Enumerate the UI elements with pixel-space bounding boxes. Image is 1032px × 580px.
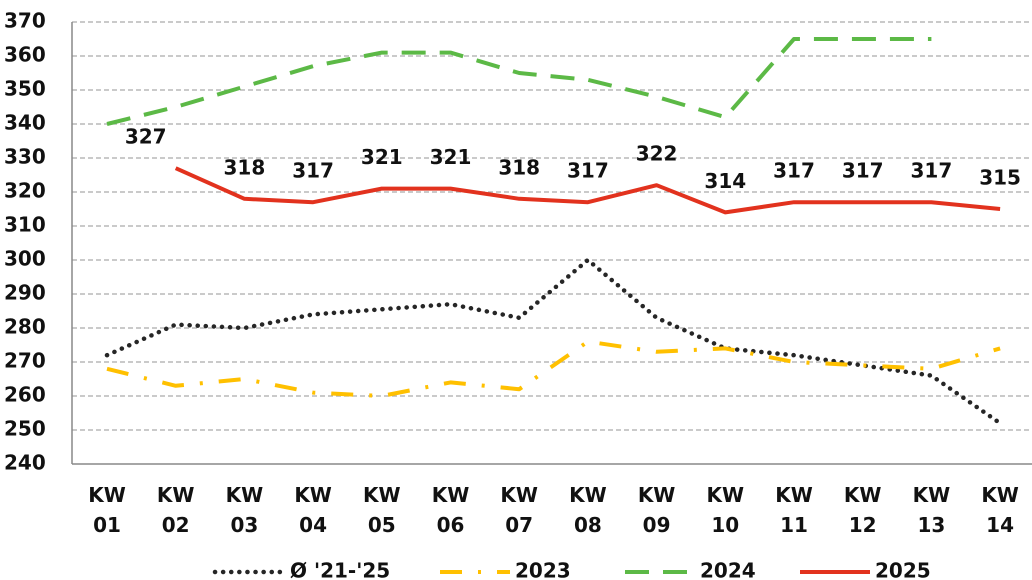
data-label: 317	[911, 159, 953, 183]
data-label: 327	[125, 125, 167, 149]
data-label: 317	[842, 159, 884, 183]
y-tick-label: 290	[4, 281, 46, 305]
x-tick-label: KW 01	[88, 483, 126, 537]
x-tick-label: KW 10	[707, 483, 745, 537]
data-label: 317	[292, 159, 334, 183]
data-label: 317	[567, 159, 609, 183]
data-label: 322	[636, 142, 678, 166]
data-label: 315	[979, 166, 1021, 190]
x-tick-label: KW 09	[638, 483, 676, 537]
y-tick-label: 330	[4, 145, 46, 169]
x-tick-label: KW 14	[981, 483, 1019, 537]
legend-label: 2023	[515, 559, 571, 580]
x-tick-label: KW 13	[913, 483, 951, 537]
x-tick-label: KW 04	[294, 483, 332, 537]
x-tick-label: KW 12	[844, 483, 882, 537]
x-tick-label: KW 11	[775, 483, 813, 537]
y-tick-label: 310	[4, 213, 46, 237]
series-line	[106, 339, 1001, 398]
y-tick-label: 350	[4, 77, 46, 101]
series-line	[104, 257, 1003, 426]
x-tick-label: KW 03	[226, 483, 264, 537]
data-label: 318	[224, 155, 266, 179]
x-tick-label: KW 06	[432, 483, 470, 537]
data-label: 314	[704, 169, 746, 193]
legend-label: 2025	[875, 559, 931, 580]
y-tick-label: 340	[4, 111, 46, 135]
y-tick-label: 250	[4, 417, 46, 441]
y-tick-label: 300	[4, 247, 46, 271]
y-tick-label: 320	[4, 179, 46, 203]
x-tick-label: KW 02	[157, 483, 195, 537]
series-line	[174, 166, 1001, 215]
x-tick-label: KW 05	[363, 483, 401, 537]
y-tick-label: 370	[4, 9, 46, 33]
legend-label: Ø '21-'25	[290, 559, 390, 580]
legend-label: 2024	[700, 559, 756, 580]
y-tick-label: 240	[4, 451, 46, 475]
y-tick-label: 280	[4, 315, 46, 339]
y-tick-label: 260	[4, 383, 46, 407]
x-tick-label: KW 07	[500, 483, 538, 537]
data-label: 321	[361, 145, 403, 169]
data-label: 321	[430, 145, 472, 169]
y-tick-label: 270	[4, 349, 46, 373]
series-line	[106, 37, 932, 126]
x-tick-label: KW 08	[569, 483, 607, 537]
data-label: 318	[498, 155, 540, 179]
y-tick-label: 360	[4, 43, 46, 67]
data-label: 317	[773, 159, 815, 183]
